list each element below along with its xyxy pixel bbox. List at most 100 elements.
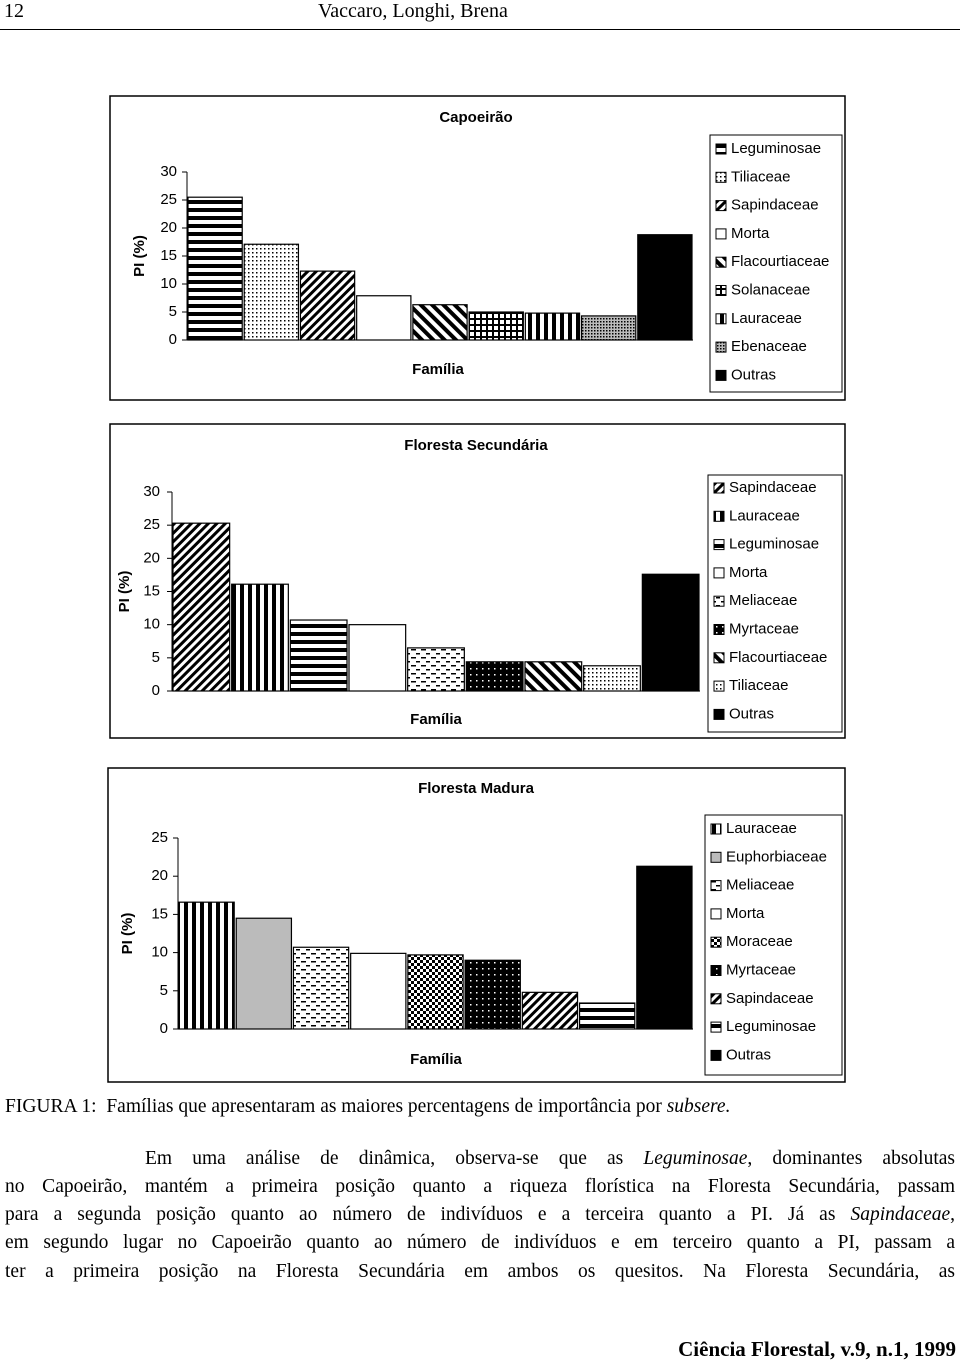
bar — [356, 295, 412, 341]
chart-frame — [109, 95, 846, 401]
legend-label: Sapindaceae — [729, 479, 817, 496]
legend-label: Morta — [731, 225, 770, 242]
y-tick-label: 20 — [151, 867, 168, 884]
legend-swatch — [715, 285, 727, 296]
legend-swatch — [713, 652, 725, 664]
chart-frame — [109, 423, 846, 739]
italic-text: Leguminosae — [643, 1148, 748, 1169]
y-tick-label: 10 — [143, 616, 160, 633]
bar — [636, 865, 693, 1030]
x-axis-label: Família — [410, 711, 462, 728]
legend-label: Leguminosae — [726, 1018, 816, 1035]
bar — [235, 917, 293, 1030]
bar — [292, 946, 350, 1030]
legend-swatch — [715, 341, 727, 353]
bar — [350, 952, 407, 1030]
bar — [412, 304, 468, 341]
legend-label: Outras — [731, 366, 776, 383]
legend-swatch — [713, 624, 725, 635]
legend-label: Flacourtiaceae — [729, 649, 827, 666]
chart-frame — [107, 767, 846, 1083]
legend-label: Outras — [729, 705, 774, 722]
bar — [524, 661, 583, 692]
legend-swatch — [710, 936, 722, 948]
y-tick-label: 30 — [143, 483, 160, 500]
y-tick-label: 5 — [160, 982, 168, 999]
text-line: ter a primeira posição na Floresta Secun… — [5, 1261, 955, 1283]
legend-swatch — [713, 510, 725, 522]
legend-label: Myrtaceae — [729, 620, 799, 637]
legend-label: Leguminosae — [729, 536, 819, 553]
legend-swatch — [710, 965, 722, 976]
bar — [172, 522, 231, 692]
legend-swatch — [710, 1021, 722, 1033]
legend-label: Sapindaceae — [726, 990, 814, 1007]
legend-label: Flacourtiaceae — [731, 253, 829, 270]
legend-label: Lauraceae — [726, 820, 797, 837]
running-head: Vaccaro, Longhi, Brena — [318, 0, 508, 22]
bar — [583, 665, 641, 692]
x-axis-label: Família — [412, 361, 464, 378]
italic-text: Sapindaceae — [850, 1204, 951, 1225]
text-run: , — [950, 1204, 955, 1225]
legend-swatch — [715, 256, 727, 268]
y-tick-label: 25 — [151, 829, 168, 846]
bar — [578, 1002, 636, 1030]
legend-swatch — [713, 539, 725, 551]
y-axis-label: PI (%) — [131, 235, 148, 277]
legend-label: Leguminosae — [731, 140, 821, 157]
y-tick-label: 15 — [143, 582, 160, 599]
y-tick-label: 10 — [160, 275, 177, 292]
bar — [299, 270, 356, 341]
legend-swatch — [710, 1049, 722, 1061]
legend-swatch — [713, 482, 725, 494]
text-run: , dominantes absolutas — [747, 1148, 955, 1169]
legend-swatch — [713, 680, 725, 692]
chart-title: Floresta Madura — [418, 780, 535, 797]
bar — [348, 624, 407, 692]
legend-label: Solanaceae — [731, 281, 810, 298]
legend-frame — [709, 134, 843, 393]
legend-label: Tiliaceae — [731, 168, 790, 185]
chart-title: Capoeirão — [439, 109, 512, 126]
legend-swatch — [713, 595, 725, 607]
legend-label: Sapindaceae — [731, 197, 819, 214]
legend: Lauraceae Euphorbiaceae Meliaceae Morta Mora… — [710, 820, 827, 1063]
y-tick-label: 20 — [160, 219, 177, 236]
y-axis-label: PI (%) — [116, 571, 133, 613]
legend-frame — [707, 474, 843, 733]
legend-label: Ebenaceae — [731, 338, 807, 355]
legend-label: Moraceae — [726, 933, 793, 950]
y-tick-label: 15 — [160, 247, 177, 264]
legend-swatch — [710, 880, 722, 892]
legend-label: Meliaceae — [726, 877, 794, 894]
y-tick-label: 20 — [143, 549, 160, 566]
legend-label: Morta — [729, 564, 768, 581]
legend-label: Morta — [726, 905, 765, 922]
y-tick-label: 25 — [143, 516, 160, 533]
bar — [178, 901, 235, 1030]
y-tick-label: 5 — [152, 649, 160, 666]
caption-label: FIGURA 1: — [5, 1096, 97, 1117]
legend-frame — [704, 814, 843, 1076]
chart-title: Floresta Secundária — [404, 437, 548, 454]
legend-swatch — [710, 851, 722, 863]
text-run: Em uma análise de dinâmica, observa-se q… — [145, 1148, 644, 1169]
bar — [289, 619, 348, 692]
bar — [580, 315, 637, 341]
caption-text: Famílias que apresentaram as maiores per… — [106, 1096, 662, 1117]
bar — [521, 991, 579, 1030]
text-run: em segundo lugar no Capoeirão quanto ao … — [5, 1232, 955, 1253]
text-line: para a segunda posição quanto ao número … — [5, 1204, 955, 1226]
legend: Sapindaceae Lauraceae Leguminosae Morta Meli… — [713, 479, 827, 722]
legend-swatch — [710, 908, 722, 920]
legend-swatch — [715, 228, 727, 240]
y-tick-label: 5 — [169, 303, 177, 320]
bar — [464, 959, 521, 1030]
legend-label: Myrtaceae — [726, 961, 796, 978]
y-tick-label: 15 — [151, 905, 168, 922]
legend-swatch — [715, 313, 727, 325]
page-number: 12 — [4, 0, 24, 22]
